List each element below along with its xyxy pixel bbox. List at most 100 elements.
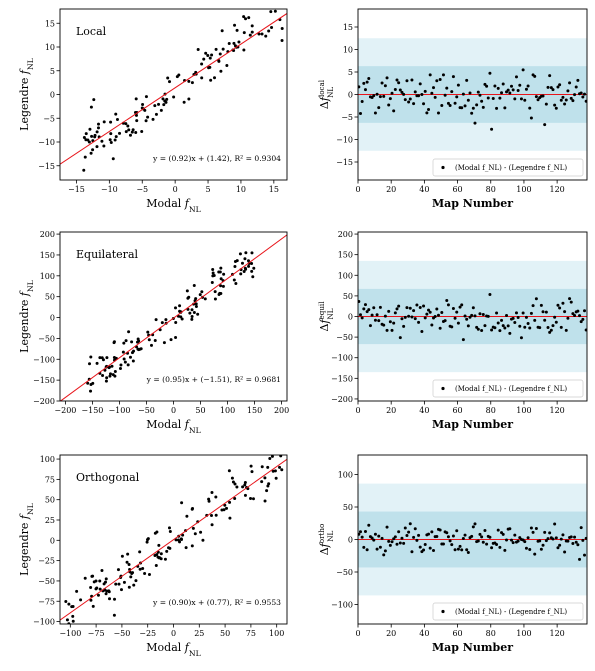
data-point	[268, 457, 272, 461]
data-point	[473, 522, 477, 526]
fit-annotation: y = (0.90)x + (0.77), R² = 0.9553	[152, 598, 281, 607]
data-point	[243, 480, 247, 484]
data-point	[553, 315, 557, 319]
data-point	[428, 73, 432, 77]
data-point	[162, 341, 166, 345]
data-point	[122, 341, 126, 345]
data-point	[232, 41, 236, 45]
data-point	[383, 84, 387, 88]
data-point	[553, 522, 557, 526]
data-point	[124, 122, 128, 126]
y-tick-label: 100	[338, 471, 353, 480]
data-point	[102, 144, 106, 148]
data-point	[100, 568, 104, 572]
data-point	[505, 314, 509, 318]
data-point	[390, 540, 394, 544]
data-point	[207, 66, 211, 70]
data-point	[64, 599, 68, 603]
data-point	[218, 52, 222, 56]
data-point	[541, 310, 545, 314]
data-point	[427, 532, 431, 536]
data-point	[233, 264, 237, 268]
data-point	[134, 97, 138, 101]
data-point	[581, 317, 585, 321]
data-point	[153, 531, 157, 535]
data-point	[238, 252, 242, 256]
data-point	[490, 127, 494, 131]
data-point	[503, 106, 507, 110]
data-point	[495, 106, 499, 110]
data-point	[98, 356, 102, 360]
data-point	[154, 318, 158, 322]
y-tick-label: 100	[338, 271, 353, 280]
data-point	[211, 267, 215, 271]
data-point	[514, 75, 518, 79]
data-point	[448, 104, 452, 108]
data-point	[511, 88, 515, 92]
data-point	[365, 310, 369, 314]
data-point	[187, 97, 191, 101]
data-point	[531, 530, 535, 534]
data-point	[388, 543, 392, 547]
x-tick-label: −15	[68, 185, 85, 194]
data-point	[514, 311, 518, 315]
data-point	[263, 476, 267, 480]
data-point	[182, 100, 186, 104]
data-point	[243, 257, 247, 261]
data-point	[127, 330, 131, 334]
x-axis-label: Map Number	[432, 418, 513, 431]
data-point	[108, 597, 112, 601]
data-point	[508, 527, 512, 531]
x-tick-label: −100	[59, 629, 81, 638]
data-point	[398, 88, 402, 92]
data-point	[250, 470, 254, 474]
data-point	[243, 493, 247, 497]
data-point	[190, 314, 194, 318]
data-point	[242, 269, 246, 273]
data-point	[496, 528, 500, 532]
data-point	[164, 318, 168, 322]
chart-panel-3: −200 −150 −100 −50 0 50 100 150 200−200−150−100−…	[18, 230, 289, 434]
data-point	[98, 579, 102, 583]
data-point	[239, 272, 243, 276]
data-point	[526, 536, 530, 540]
x-tick-label: −75	[88, 629, 105, 638]
data-point	[186, 296, 190, 300]
x-tick-label: −10	[101, 185, 118, 194]
data-point	[102, 582, 106, 586]
data-point	[551, 537, 555, 541]
data-point	[233, 482, 237, 486]
data-point	[380, 536, 384, 540]
data-point	[441, 73, 445, 77]
data-point	[104, 379, 108, 383]
data-point	[94, 579, 98, 583]
data-point	[119, 588, 123, 592]
y-axis-label: Legendre fNL	[18, 58, 35, 131]
data-point	[422, 304, 426, 308]
data-point	[75, 589, 79, 593]
data-point	[402, 541, 406, 545]
x-tick-label: 100	[516, 185, 531, 194]
fit-annotation: y = (0.95)x + (−1.51), R² = 0.9681	[146, 375, 281, 384]
data-point	[418, 82, 422, 86]
data-point	[185, 514, 189, 518]
data-point	[551, 324, 555, 328]
data-point	[167, 526, 171, 530]
data-point	[91, 148, 95, 152]
y-tick-label: −100	[331, 601, 353, 610]
data-point	[417, 94, 421, 98]
data-point	[443, 93, 447, 97]
data-point	[443, 319, 447, 323]
data-point	[481, 312, 485, 316]
x-tick-label: 120	[549, 185, 564, 194]
data-point	[260, 465, 264, 469]
data-point	[378, 95, 382, 99]
data-point	[387, 309, 391, 313]
data-point	[160, 321, 164, 325]
data-point	[84, 132, 88, 136]
x-tick-label: 50	[195, 406, 205, 415]
data-point	[430, 91, 434, 95]
data-point	[219, 277, 223, 281]
data-point	[280, 468, 284, 472]
